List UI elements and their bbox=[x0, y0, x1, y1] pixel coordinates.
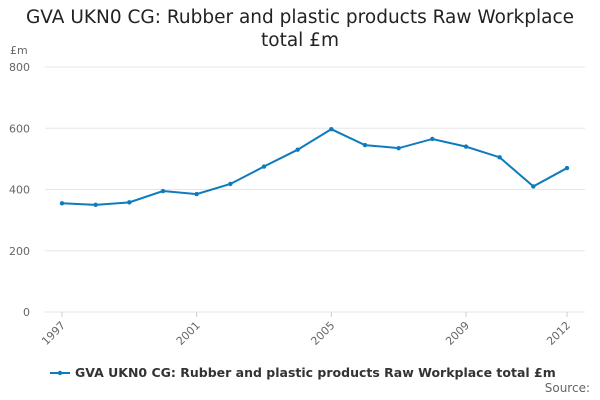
line bbox=[61, 128, 568, 206]
point bbox=[564, 165, 570, 171]
x-tick-label: 2012 bbox=[544, 319, 573, 348]
y-axis-label: £m bbox=[10, 44, 28, 57]
legend-marker bbox=[57, 370, 63, 376]
source: Source: bbox=[545, 381, 590, 395]
y-tick-label: 0 bbox=[23, 306, 30, 319]
x-tick-label: 2009 bbox=[443, 319, 472, 348]
point bbox=[194, 191, 199, 197]
y-tick-label: 400 bbox=[9, 184, 30, 197]
y-tick-label: 200 bbox=[9, 245, 30, 258]
x-tick-label: 1997 bbox=[39, 319, 68, 348]
point bbox=[497, 155, 502, 160]
point bbox=[228, 181, 233, 187]
point bbox=[362, 142, 368, 148]
point bbox=[127, 200, 132, 205]
x-tick-label: 2001 bbox=[174, 319, 203, 348]
x-tick-label: 2005 bbox=[308, 319, 337, 348]
legend-label: GVA UKN0 CG: Rubber and plastic products… bbox=[75, 365, 556, 380]
point bbox=[329, 126, 334, 132]
y-tick-label: 600 bbox=[9, 122, 30, 135]
point bbox=[396, 145, 401, 151]
point bbox=[160, 188, 166, 194]
point bbox=[531, 184, 536, 189]
point bbox=[295, 147, 300, 152]
point bbox=[59, 201, 65, 206]
point bbox=[430, 136, 435, 142]
point bbox=[463, 144, 469, 149]
y-tick-label: 800 bbox=[9, 61, 30, 74]
point bbox=[93, 202, 98, 208]
chart-title: GVA UKN0 CG: Rubber and plastic products… bbox=[25, 7, 575, 51]
point bbox=[261, 164, 267, 169]
